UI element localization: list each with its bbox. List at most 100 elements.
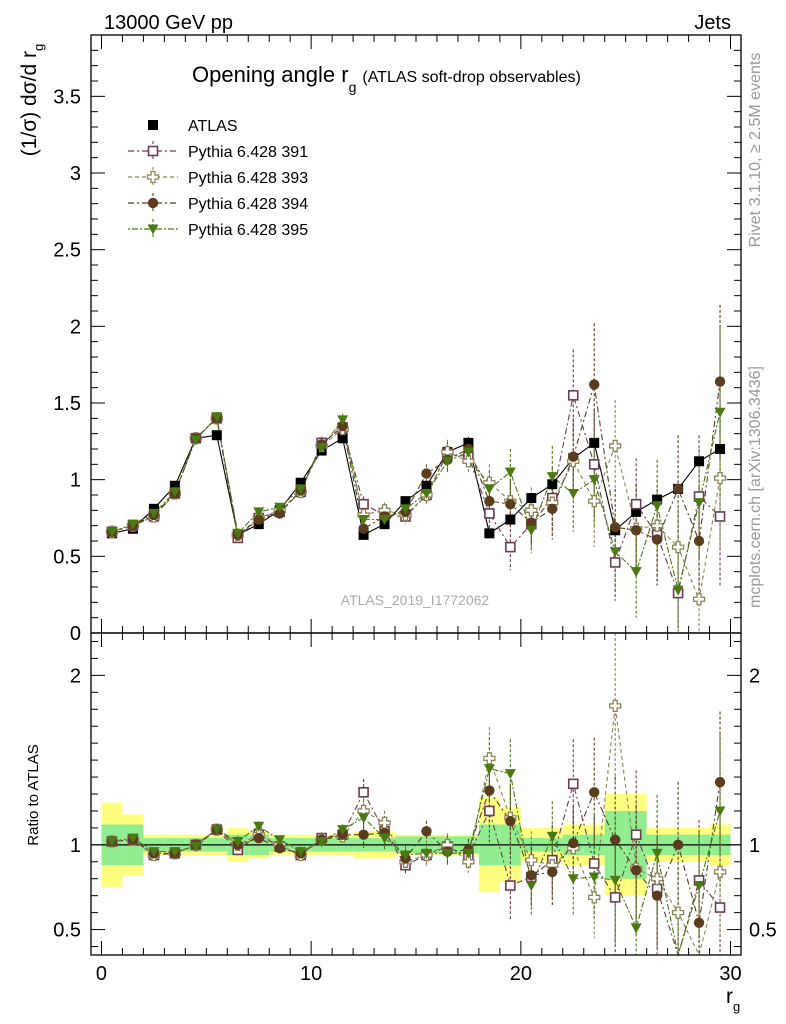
data-point — [295, 477, 306, 488]
data-point — [547, 503, 558, 514]
data-point — [714, 511, 726, 522]
legend-marker — [147, 224, 159, 235]
ratio-point — [295, 847, 307, 858]
ratio-point — [525, 881, 537, 892]
legend-label: Pythia 6.428 391 — [188, 144, 308, 161]
x-tick-label: 30 — [719, 963, 741, 985]
data-point — [609, 557, 621, 568]
data-point — [127, 519, 139, 530]
data-point — [651, 534, 663, 545]
ratio-point — [169, 847, 181, 858]
data-point — [505, 499, 516, 510]
ratio-point — [358, 813, 370, 824]
ratio-point — [211, 825, 223, 836]
data-point — [651, 501, 663, 512]
data-point — [400, 504, 412, 515]
ratio-point — [274, 843, 285, 854]
data-point — [148, 503, 159, 514]
ratio-y-axis-label: Ratio to ATLAS — [25, 744, 42, 845]
data-point — [483, 484, 495, 495]
data-point — [484, 508, 495, 519]
data-point — [547, 479, 558, 490]
ratio-point — [274, 835, 286, 846]
data-point — [568, 451, 579, 462]
data-point — [693, 498, 705, 509]
ratio-point — [106, 836, 118, 847]
data-point — [609, 547, 621, 558]
data-point — [692, 593, 706, 606]
analysis-id-label: ATLAS_2019_I1772062 — [341, 592, 490, 608]
legend-label: ATLAS — [188, 118, 238, 135]
data-point — [546, 472, 558, 483]
ratio-y-tick-label-right: 0.5 — [749, 920, 777, 942]
series-line — [111, 412, 721, 591]
legend-label: Pythia 6.428 393 — [188, 170, 308, 187]
ratio-point — [483, 764, 495, 775]
ratio-point — [190, 842, 202, 853]
data-point — [169, 487, 181, 498]
ratio-point — [148, 847, 160, 858]
y-tick-label: 1 — [70, 470, 81, 492]
ratio-point — [400, 850, 412, 861]
ratio-point — [505, 880, 516, 891]
ratio-point — [671, 906, 685, 919]
ratio-point — [525, 853, 538, 867]
y-tick-label: 3 — [70, 163, 81, 185]
y-tick-label: 1.5 — [53, 393, 81, 415]
ratio-point — [483, 752, 496, 765]
ratio-point — [630, 829, 642, 840]
ratio-point — [253, 821, 265, 832]
data-point — [588, 494, 601, 508]
ratio-point — [568, 837, 579, 849]
data-point — [211, 430, 222, 441]
data-point — [190, 435, 202, 446]
ratio-point — [547, 866, 558, 878]
data-point — [567, 390, 579, 401]
ratio-point — [714, 806, 726, 817]
ratio-series-line — [111, 782, 721, 923]
ratio-point — [588, 858, 600, 869]
ratio-point — [651, 848, 663, 859]
x-tick-label: 10 — [300, 963, 322, 985]
data-point — [462, 455, 475, 468]
data-point — [715, 444, 726, 454]
data-point — [379, 515, 391, 526]
data-point — [232, 528, 244, 539]
ratio-y-tick-label: 0.5 — [53, 920, 81, 942]
ratio-point — [462, 855, 475, 868]
ratio-point — [672, 839, 684, 851]
data-point — [525, 504, 538, 517]
ratio-point — [337, 825, 349, 836]
ratio-point — [441, 848, 453, 859]
data-point — [693, 535, 705, 547]
series-line — [111, 395, 721, 596]
ratio-point — [358, 829, 369, 840]
data-point — [148, 508, 160, 519]
y-axis-label: (1/σ) dσ/d rg — [18, 44, 46, 157]
data-point — [274, 502, 286, 513]
data-point — [316, 442, 328, 453]
legend: ATLAS Pythia 6.428 391 Pythia 6.428 393 Pyt… — [128, 118, 308, 239]
data-point — [463, 437, 474, 448]
chart-title: Opening angle rg(ATLAS soft-drop observa… — [192, 62, 581, 95]
ratio-point — [526, 870, 537, 881]
data-point — [337, 420, 348, 432]
ratio-point — [127, 833, 139, 844]
mcplots-reference-label: mcplots.cern.ch [arXiv:1306.3436] — [747, 366, 764, 608]
data-point — [567, 488, 579, 499]
legend-marker — [146, 170, 160, 184]
x-tick-label: 20 — [510, 963, 532, 985]
rivet-version-label: Rivet 3.1.10, ≥ 2.5M events — [747, 53, 764, 248]
data-point — [589, 379, 600, 390]
header-process-label: Jets — [694, 12, 731, 34]
data-point — [421, 480, 432, 491]
ratio-point — [504, 769, 516, 780]
series-line — [111, 417, 721, 602]
data-point — [337, 415, 349, 426]
data-point — [253, 514, 264, 525]
data-point — [714, 407, 726, 418]
data-point — [694, 456, 705, 467]
ratio-point — [484, 785, 495, 796]
data-point — [652, 494, 663, 505]
data-point — [505, 541, 516, 553]
